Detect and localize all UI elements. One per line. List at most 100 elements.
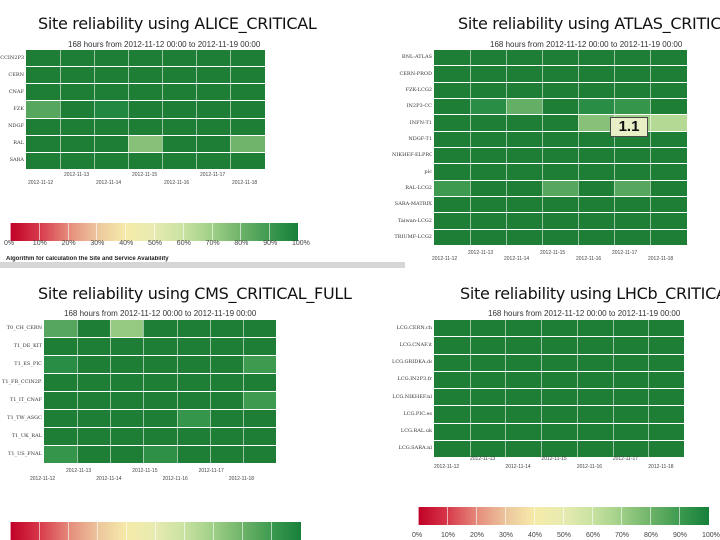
x-tick-label: 2012-11-14: [96, 476, 122, 482]
heatmap-cell: [242, 356, 277, 373]
row-label: NDGF: [8, 123, 24, 130]
heatmap-cell: [505, 320, 542, 337]
heatmap-cell: [648, 440, 685, 457]
heatmap-cell: [469, 354, 506, 371]
heatmap-cell: [648, 423, 685, 440]
row-label: CNAF: [8, 88, 24, 95]
heatmap-cell: [26, 152, 61, 169]
heatmap-cell: [94, 135, 129, 152]
row-label: CCIN2P3: [0, 54, 24, 61]
day-gridline: [612, 320, 614, 458]
heatmap-cell: [162, 118, 197, 135]
chart-title-lhcb: Site reliability using LHCb_CRITICAL: [460, 284, 720, 303]
heatmap-cell: [505, 337, 542, 354]
legend-label: 30%: [499, 532, 514, 539]
heatmap-cell: [26, 84, 61, 101]
heatmap-cell: [648, 389, 685, 406]
heatmap-cell: [434, 320, 471, 337]
heatmap-cell: [469, 337, 506, 354]
chart-subtitle-alice: 168 hours from 2012-11-12 00:00 to 2012-…: [68, 40, 261, 49]
legend-divider: [476, 507, 477, 525]
heatmap-cell: [176, 392, 211, 409]
heatmap-cell: [209, 446, 244, 463]
day-gridline: [60, 50, 61, 170]
legend-divider: [96, 223, 98, 241]
heatmap-cell: [143, 446, 178, 463]
legend-swatch: [621, 507, 651, 525]
heatmap-cell: [505, 354, 542, 371]
heatmap-cell: [506, 99, 543, 115]
heatmap-cell: [576, 354, 614, 371]
row-label: RAL: [13, 140, 24, 147]
heatmap-cell: [469, 320, 506, 337]
legend-swatch: [67, 223, 97, 241]
heatmap-cell: [650, 229, 687, 245]
legend-divider: [184, 522, 185, 540]
row-label: CERN-PROD: [399, 70, 432, 77]
x-tick-label: 2012-11-16: [164, 180, 190, 186]
heatmap-cell: [505, 371, 542, 388]
heatmap-cell: [143, 338, 178, 355]
heatmap-cell: [60, 84, 95, 101]
heatmap-cell: [162, 135, 197, 152]
legend-divider: [155, 522, 156, 540]
row-label: NIKHEF-ELPROD: [392, 152, 432, 159]
heatmap-atlas: BNL-ATLAS CERN-PROD FZK-LCG2 IN2P3-CC INFN-T…: [392, 50, 687, 246]
day-gridline: [242, 320, 244, 464]
heatmap-cell: [44, 374, 78, 391]
day-gridline: [542, 50, 543, 246]
heatmap-cell: [94, 152, 129, 169]
legend-divider: [592, 507, 593, 525]
legend-label: 20%: [61, 240, 76, 247]
row-label: T1_IT_CNAF: [9, 397, 42, 403]
legend-swatch: [476, 507, 506, 525]
row-label: SARA: [9, 157, 24, 164]
heatmap-cell: [209, 356, 244, 373]
heatmap-cell: [128, 118, 163, 135]
legend-swatch: [534, 507, 564, 525]
heatmap-cell: [612, 423, 649, 440]
heatmap-cell: [196, 50, 231, 67]
legend-label: 90%: [673, 532, 688, 539]
heatmap-cell: [506, 82, 543, 98]
legend-label: 60%: [586, 532, 601, 539]
heatmap-cell: [94, 118, 129, 135]
x-tick-label: 2012-11-15: [540, 250, 566, 256]
x-tick-label: 2012-11-15: [132, 172, 158, 178]
x-tick-label: 2012-11-13: [468, 250, 494, 256]
heatmap-cell: [614, 164, 651, 180]
heatmap-cell: [60, 118, 95, 135]
heatmap-cell: [162, 67, 197, 84]
heatmap-cell: [44, 338, 78, 355]
heatmap-cell: [470, 115, 507, 131]
heatmap-cell: [578, 50, 615, 66]
legend-label: 100%: [702, 532, 720, 539]
heatmap-cell: [650, 164, 687, 180]
day-gridline: [578, 50, 579, 246]
x-tick-label: 2012-11-14: [96, 180, 122, 186]
heatmap-cell: [614, 148, 651, 164]
row-label: FZK-LCG2: [405, 86, 432, 93]
legend-divider: [271, 522, 272, 540]
legend-label: 40%: [119, 240, 134, 247]
heatmap-cell: [650, 148, 687, 164]
row-label: TRIUMF-LCG2: [394, 233, 432, 240]
heatmap-cell: [110, 446, 144, 463]
heatmap-cell: [128, 67, 163, 84]
heatmap-cell: [44, 410, 78, 427]
heatmap-cell: [614, 66, 651, 82]
heatmap-cell: [470, 180, 507, 196]
legend-bottom-left: [10, 522, 301, 540]
heatmap-cell: [650, 180, 687, 196]
row-label: SARA-MATRIX: [394, 201, 432, 208]
heatmap-cell: [77, 320, 111, 337]
heatmap-cell: [110, 338, 144, 355]
x-tick-label: 2012-11-18: [648, 464, 674, 470]
heatmap-cell: [26, 135, 61, 152]
heatmap-cell: [434, 371, 471, 388]
heatmap-cell: [196, 135, 231, 152]
heatmap-cell: [650, 82, 687, 98]
heatmap-cell: [60, 135, 95, 152]
day-gridline: [230, 50, 231, 170]
heatmap-cell: [162, 50, 197, 67]
